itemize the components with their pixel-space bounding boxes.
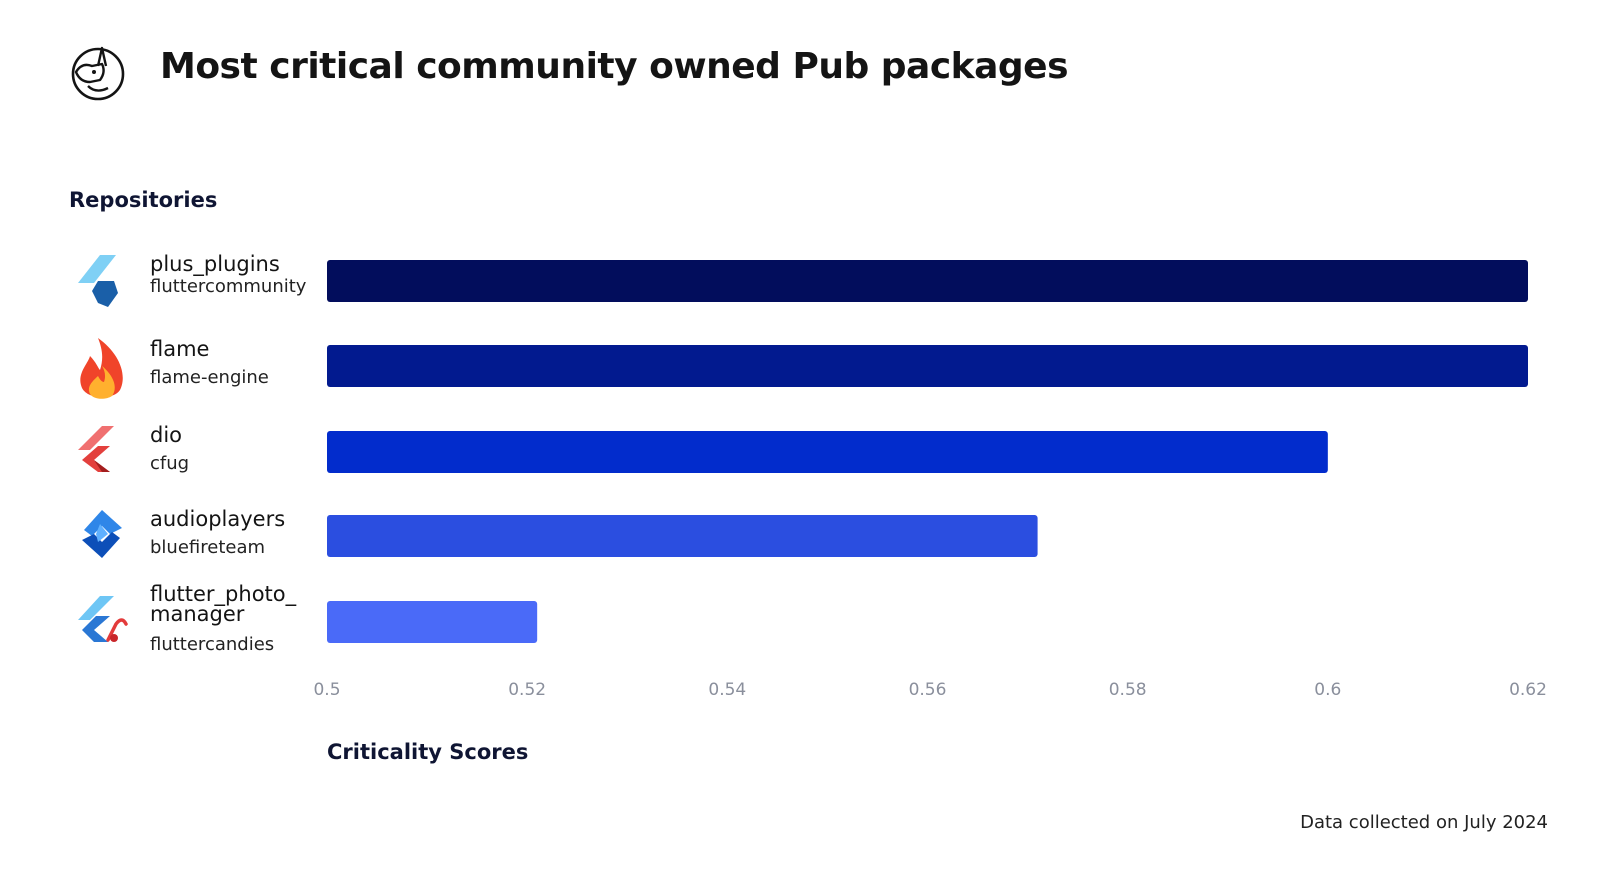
bar (327, 515, 1038, 557)
repo-name-label: manager (150, 602, 245, 626)
repo-org-label: flame-engine (150, 367, 269, 388)
repo-org-label: bluefireteam (150, 537, 265, 558)
brand-logo-icon (71, 46, 125, 101)
audioplayers-icon (82, 510, 122, 558)
repo-org-label: fluttercandies (150, 634, 274, 655)
page-title: Most critical community owned Pub packag… (160, 46, 1069, 87)
x-tick-label: 0.54 (708, 680, 746, 700)
repo-name-label: dio (150, 423, 182, 447)
x-tick-label: 0.52 (508, 680, 546, 700)
repo-org-label: cfug (150, 453, 189, 474)
data-collected-note: Data collected on July 2024 (1300, 812, 1548, 833)
repo-name-label: plus_plugins (150, 252, 280, 277)
bar (327, 345, 1528, 387)
x-tick-label: 0.56 (909, 680, 947, 700)
flame-icon (80, 338, 123, 399)
chart-row: dio cfug (78, 423, 1328, 474)
y-axis-label: Repositories (69, 188, 218, 212)
repo-name-label: flame (150, 337, 209, 361)
repo-name-label: audioplayers (150, 507, 285, 531)
x-tick-label: 0.58 (1109, 680, 1147, 700)
x-tick-label: 0.5 (313, 680, 340, 700)
bar (327, 601, 538, 643)
plus-plugins-icon (78, 255, 118, 307)
flutter-candies-icon (78, 596, 128, 642)
chart-row: flame flame-engine (80, 337, 1528, 399)
repo-org-label: fluttercommunity (150, 276, 307, 297)
chart-row: audioplayers bluefireteam (82, 507, 1038, 558)
repo-name-label: flutter_photo_ (150, 582, 297, 607)
x-axis-label: Criticality Scores (327, 740, 529, 764)
x-tick-label: 0.6 (1314, 680, 1341, 700)
chart-row: flutter_photo_manager fluttercandies (78, 582, 538, 655)
bar (327, 431, 1328, 473)
x-tick-label: 0.62 (1509, 680, 1547, 700)
bar (327, 260, 1528, 302)
dio-icon (78, 426, 114, 472)
